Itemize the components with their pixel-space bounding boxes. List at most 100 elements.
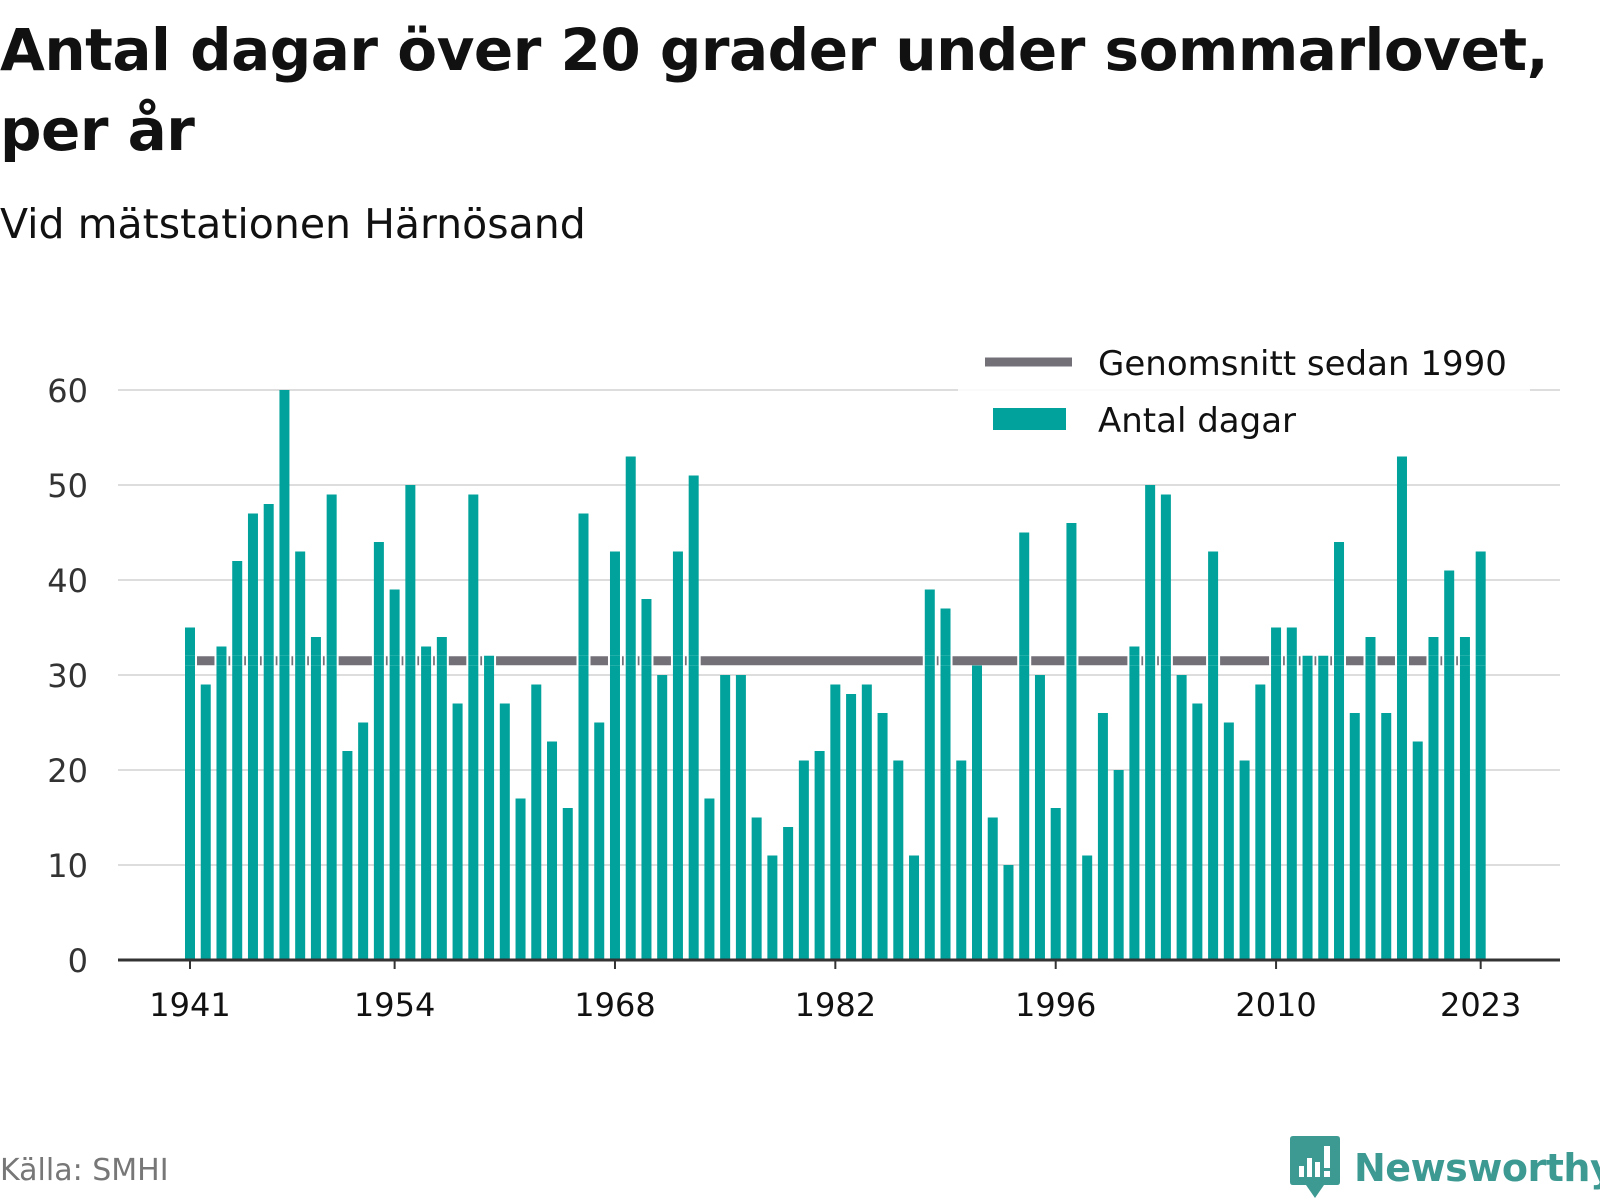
bar-1997	[1066, 523, 1077, 960]
bar-overlap	[185, 655, 195, 666]
brand-name: Newsworthy	[1354, 1146, 1600, 1190]
bar-1967	[594, 722, 605, 960]
bar-overlap	[1365, 655, 1376, 666]
bar-1990	[956, 760, 967, 960]
y-tick-label: 60	[47, 372, 88, 410]
bar-1988	[924, 589, 935, 960]
bar-1995	[1034, 675, 1045, 960]
bar-1953	[373, 542, 384, 960]
bar-overlap	[641, 655, 652, 666]
bar-2023	[1475, 551, 1486, 960]
bar-2021	[1444, 570, 1455, 960]
bar-1978	[767, 855, 778, 960]
bar-1959	[468, 494, 479, 960]
bar-overlap	[295, 655, 306, 666]
y-tick-label: 40	[47, 562, 88, 600]
bar-2004	[1176, 675, 1187, 960]
bar-overlap	[263, 655, 274, 666]
bar-1962	[515, 798, 526, 960]
bar-1991	[972, 665, 982, 960]
source-note: Källa: SMHI	[0, 1153, 169, 1188]
bar-1982	[830, 684, 841, 960]
bar-1980	[798, 760, 809, 960]
bar-2001	[1129, 646, 1140, 960]
x-tick-label: 1941	[149, 986, 230, 1024]
bar-overlap	[1129, 655, 1140, 666]
bar-overlap	[436, 655, 447, 666]
bar-1996	[1050, 808, 1061, 960]
bar-1975	[720, 675, 731, 960]
bar-overlap	[1318, 655, 1329, 666]
bar-overlap	[421, 655, 432, 666]
bar-1942	[200, 684, 211, 960]
bar-2007	[1223, 722, 1234, 960]
bar-1994	[1019, 532, 1030, 960]
bar-1947	[279, 390, 290, 960]
bar-1971	[657, 675, 668, 960]
bar-1993	[1003, 865, 1014, 960]
bar-overlap	[1145, 655, 1156, 666]
bar-overlap	[672, 655, 683, 666]
x-tick-label: 1968	[574, 986, 655, 1024]
bar-1972	[672, 551, 683, 960]
x-tick-label: 1996	[1015, 986, 1096, 1024]
y-tick-label: 0	[68, 942, 88, 980]
bar-1954	[389, 589, 400, 960]
bar-2022	[1459, 637, 1470, 960]
bar-overlap	[940, 655, 951, 666]
bar-1964	[547, 741, 558, 960]
bar-1992	[987, 817, 998, 960]
bar-1956	[421, 646, 432, 960]
bar-1979	[783, 827, 794, 960]
bar-overlap	[1444, 655, 1455, 666]
bar-overlap	[1459, 655, 1470, 666]
bar-1999	[1097, 713, 1108, 960]
bar-1965	[562, 808, 573, 960]
bar-1958	[452, 703, 463, 960]
bar-overlap	[1066, 655, 1077, 666]
bar-1984	[861, 684, 872, 960]
newsworthy-logo-icon	[1290, 1136, 1340, 1198]
bar-1955	[405, 485, 416, 960]
bars	[185, 390, 1486, 960]
bar-2017	[1381, 713, 1392, 960]
bar-1987	[909, 855, 920, 960]
bar-2016	[1365, 637, 1376, 960]
brand: Newsworthy	[1290, 1136, 1600, 1200]
bar-overlap	[310, 655, 321, 666]
bar-overlap	[279, 655, 290, 666]
x-tick-label: 2023	[1440, 986, 1521, 1024]
bar-1985	[877, 713, 888, 960]
bar-overlap	[326, 655, 337, 666]
chart-subtitle: Vid mätstationen Härnösand	[0, 200, 586, 248]
bar-1951	[342, 751, 353, 960]
legend: Genomsnitt sedan 1990 Antal dagar	[958, 338, 1530, 446]
bar-1952	[358, 722, 369, 960]
bar-1943	[216, 646, 227, 960]
bar-1961	[499, 703, 510, 960]
bar-2005	[1192, 703, 1203, 960]
bar-overlap	[1019, 655, 1030, 666]
bar-overlap	[1475, 655, 1486, 666]
bar-2011	[1286, 627, 1297, 960]
bar-overlap	[247, 655, 258, 666]
y-tick-label: 30	[47, 657, 88, 695]
bar-1969	[625, 456, 636, 960]
bar-1966	[578, 513, 589, 960]
bar-1983	[846, 694, 857, 960]
bar-overlap	[216, 655, 227, 666]
bar-1949	[310, 637, 321, 960]
y-tick-label: 20	[47, 752, 88, 790]
bar-1948	[295, 551, 306, 960]
bar-1945	[247, 513, 258, 960]
bar-1973	[688, 475, 699, 960]
y-tick-label: 50	[47, 467, 88, 505]
bar-2009	[1255, 684, 1266, 960]
average-line	[183, 655, 1488, 666]
bar-overlap	[373, 655, 384, 666]
bar-overlap	[1428, 655, 1439, 666]
bar-1989	[940, 608, 951, 960]
bar-2018	[1396, 456, 1407, 960]
bar-1957	[436, 637, 447, 960]
